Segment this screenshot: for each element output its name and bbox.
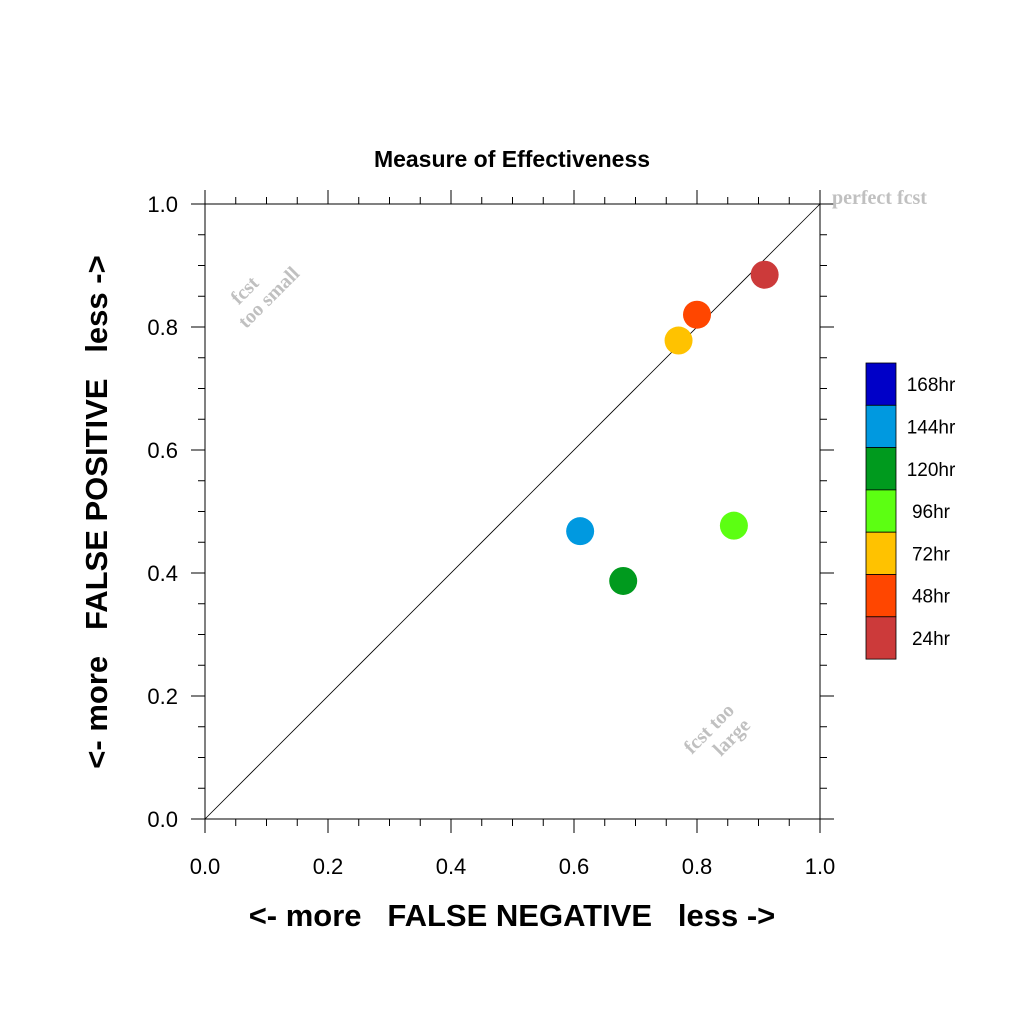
x-tick-label: 0.6 [559,854,590,879]
legend-swatch-48hr [865,574,897,618]
fcst-too-large-annotation: fcst too large [680,699,755,760]
x-tick-label: 0.2 [313,854,344,879]
y-axis-label: <- more FALSE POSITIVE less -> [79,255,114,768]
legend-swatch-168hr [865,362,897,406]
tick-labels: 0.0 0.2 0.4 0.6 0.8 1.0 0.0 0.2 0.4 0.6 0.8 1.0 [147,192,835,879]
x-tick-label: 0.8 [682,854,713,879]
point-48hr [683,300,711,329]
x-tick-label: 0.4 [436,854,467,879]
y-tick-label: 0.4 [147,561,178,586]
y-tick-label: 1.0 [147,192,178,217]
y-tick-label: 0.8 [147,315,178,340]
legend-label-120hr: 120hr [907,460,956,481]
x-tick-label: 0.0 [190,854,221,879]
fcst-too-small-annotation: fcst too small [227,262,305,332]
y-tick-label: 0.0 [147,807,178,832]
legend-swatch-144hr [865,404,897,448]
legend-label-48hr: 48hr [912,587,951,608]
legend: 168hr 144hr 120hr 96hr 72hr 48hr 24hr [865,362,956,660]
y-tick-label: 0.2 [147,684,178,709]
legend-swatch-120hr [865,447,897,491]
perfect-fcst-annotation: perfect fcst [832,187,927,209]
legend-swatch-24hr [865,616,897,660]
x-axis-label: <- more FALSE NEGATIVE less -> [249,898,776,933]
legend-label-24hr: 24hr [912,629,951,650]
legend-label-72hr: 72hr [912,544,951,565]
legend-swatch-72hr [865,531,897,575]
axis-ticks [191,190,834,833]
chart-title: Measure of Effectiveness [374,146,650,172]
data-points [566,260,779,595]
x-tick-label: 1.0 [805,854,836,879]
point-120hr [609,566,638,595]
legend-label-168hr: 168hr [907,375,956,396]
point-72hr [664,326,693,355]
legend-label-96hr: 96hr [912,502,951,523]
point-96hr [719,511,748,540]
point-144hr [566,517,595,546]
point-24hr [750,260,779,289]
legend-label-144hr: 144hr [907,417,956,438]
perfect-diagonal-line [204,203,821,820]
y-tick-label: 0.6 [147,438,178,463]
legend-swatch-96hr [865,489,897,533]
